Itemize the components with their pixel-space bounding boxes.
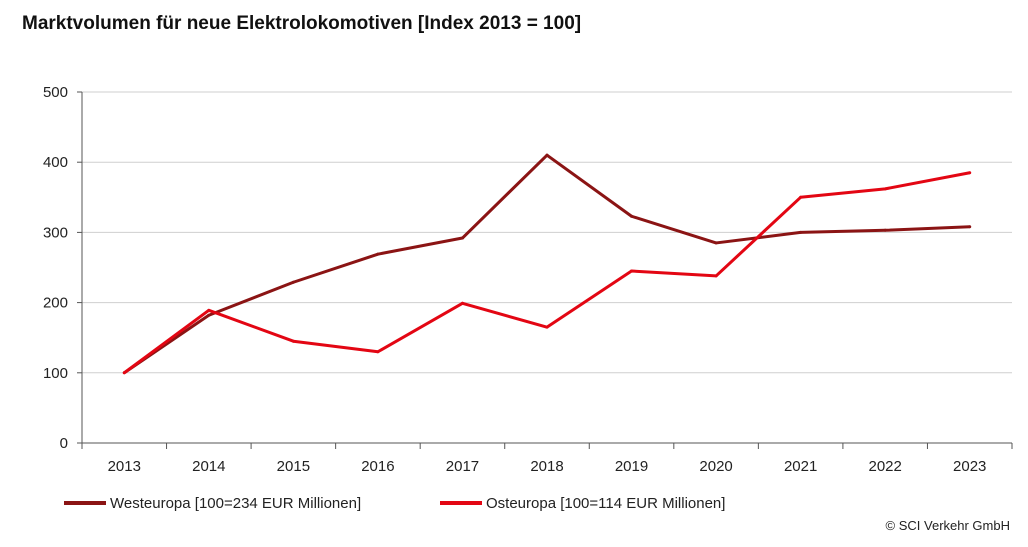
x-tick-label: 2020 [699,458,732,475]
data-point [376,252,380,256]
y-tick-label: 300 [43,224,68,241]
x-tick-label: 2019 [615,458,648,475]
data-point [799,195,803,199]
x-tick-label: 2018 [530,458,563,475]
x-tick-label: 2013 [108,458,141,475]
series-line-westeuropa [123,153,970,375]
source-credit: © SCI Verkehr GmbH [886,518,1010,533]
legend-label: Osteuropa [100=114 EUR Millionen] [486,495,725,512]
series-line-osteuropa [123,171,971,375]
data-point [291,339,295,343]
data-point [460,236,464,240]
data-point [545,325,549,329]
data-point [291,280,295,284]
data-point [122,371,126,375]
x-tick-label: 2021 [784,458,817,475]
data-point [376,350,380,354]
data-point [207,308,211,312]
data-point [545,153,549,157]
y-tick-label: 100 [43,365,68,382]
data-point [714,241,718,245]
x-tick-label: 2022 [868,458,901,475]
data-point [883,187,887,191]
data-point [630,214,634,218]
data-point [968,225,972,229]
x-tick-label: 2017 [446,458,479,475]
x-tick-label: 2023 [953,458,986,475]
data-point [460,301,464,305]
data-point [207,313,211,317]
data-point [968,171,972,175]
y-tick-label: 400 [43,154,68,171]
data-point [714,274,718,278]
x-tick-label: 2014 [192,458,225,475]
data-point [883,228,887,232]
y-tick-label: 0 [60,435,68,452]
data-point [799,230,803,234]
x-tick-label: 2016 [361,458,394,475]
chart-title: Marktvolumen für neue Elektrolokomotiven… [22,13,581,34]
x-tick-label: 2015 [277,458,310,475]
data-point [630,269,634,273]
y-tick-label: 200 [43,295,68,312]
legend-label: Westeuropa [100=234 EUR Millionen] [110,495,361,512]
y-tick-label: 500 [43,84,68,101]
